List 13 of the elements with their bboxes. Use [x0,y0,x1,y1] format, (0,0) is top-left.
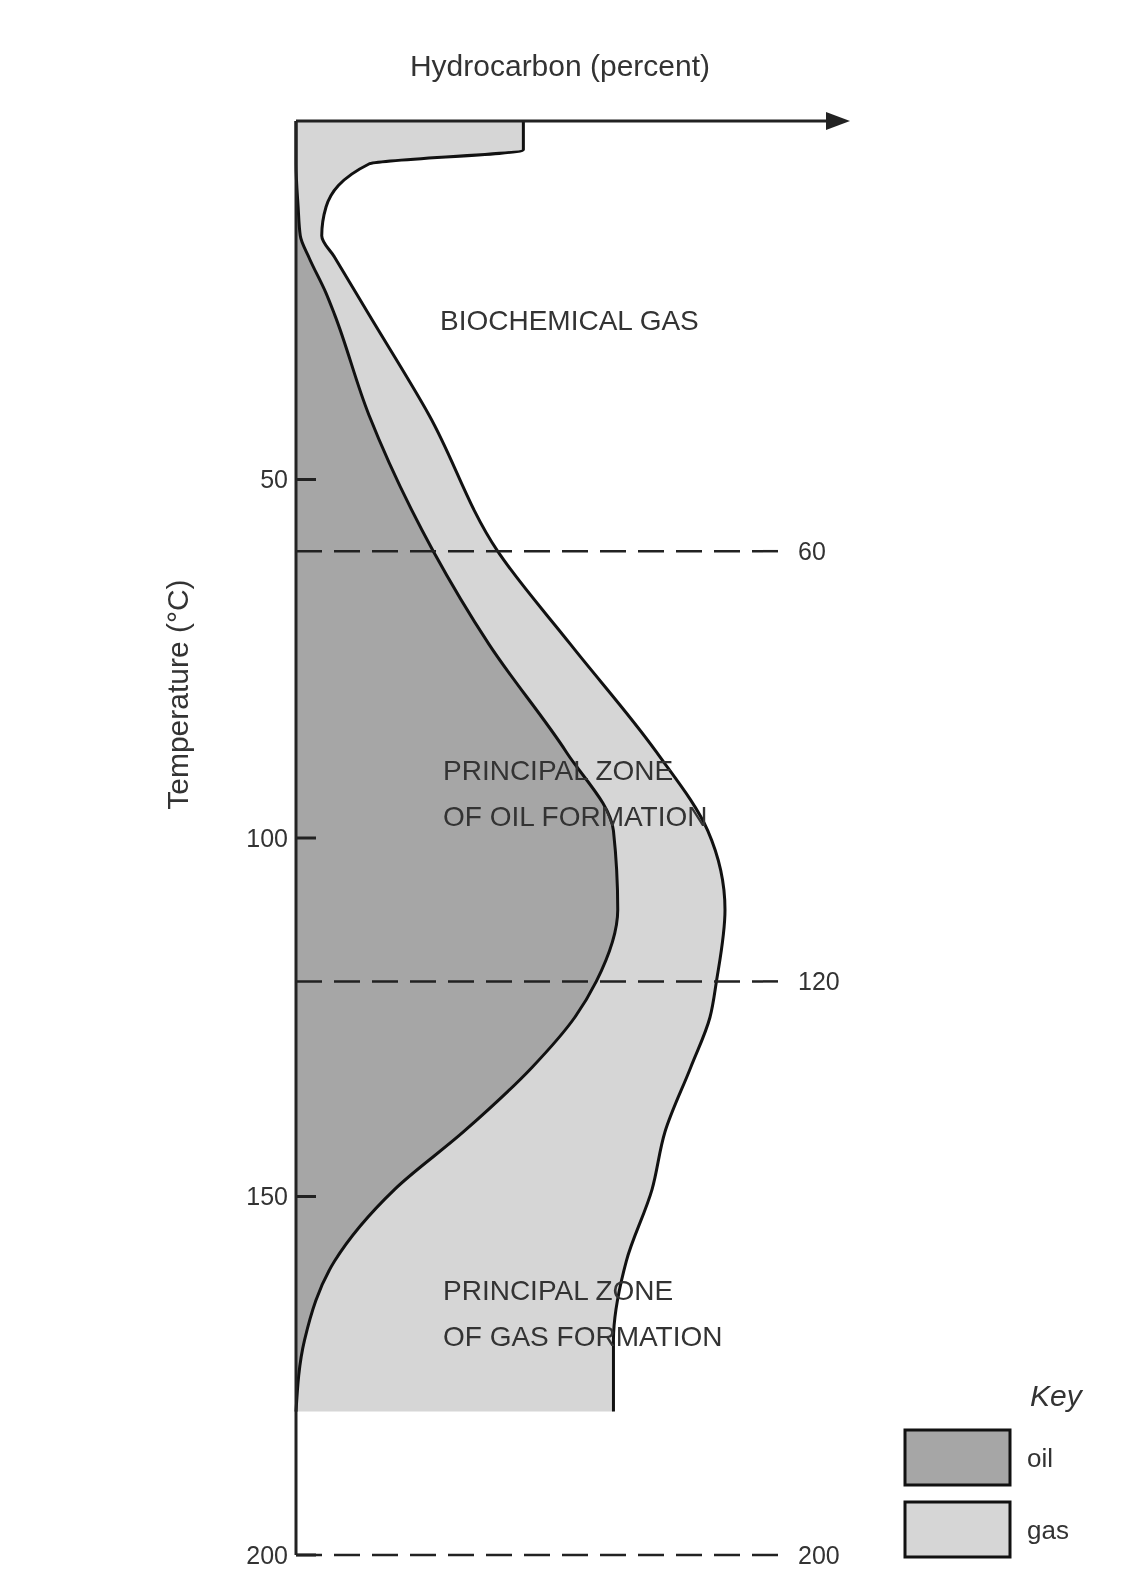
ref-line-label: 120 [798,967,840,996]
legend-title: Key [1030,1379,1084,1412]
y-tick-label: 200 [246,1540,288,1569]
y-tick-label: 50 [260,465,288,494]
ref-line-label: 60 [798,536,826,565]
legend-label: gas [1027,1515,1069,1546]
y-tick-label: 100 [246,823,288,852]
x-axis-title: Hydrocarbon (percent) [409,49,711,82]
annotation: BIOCHEMICAL GAS [440,305,699,336]
ref-line-label: 200 [798,1540,840,1569]
legend-label: oil [1027,1443,1054,1474]
y-tick-label: 150 [246,1182,288,1211]
y-axis-title: Temperature (°C) [161,579,194,810]
